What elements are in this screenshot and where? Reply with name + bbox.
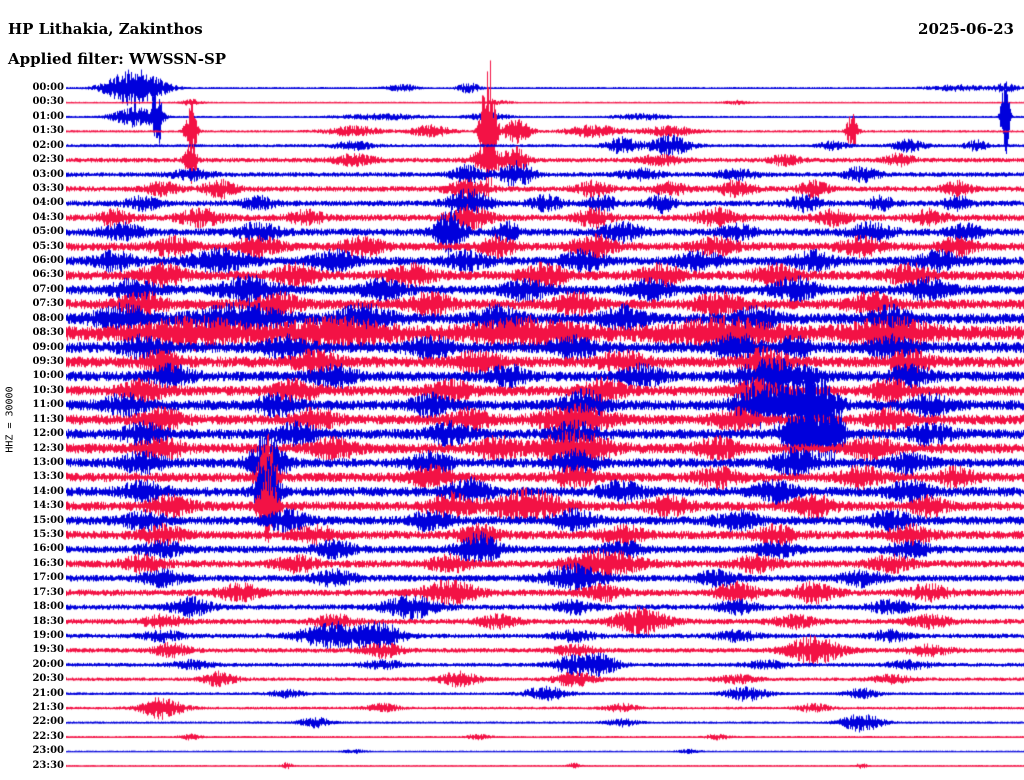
time-label: 06:30	[32, 269, 64, 281]
time-label: 18:00	[32, 601, 64, 613]
time-axis: 00:00 00:30 01:00 01:30 02:00 02:30 03:00 03:30…	[0, 0, 66, 780]
time-label: 12:00	[32, 428, 64, 440]
time-label: 23:30	[32, 759, 64, 771]
time-label: 03:30	[32, 182, 64, 194]
time-label: 14:00	[32, 485, 64, 497]
trace-canvas	[66, 0, 1024, 780]
time-label: 20:00	[32, 658, 64, 670]
time-label: 03:00	[32, 168, 64, 180]
time-label: 05:30	[32, 240, 64, 252]
time-label: 20:30	[32, 673, 64, 685]
time-label: 18:30	[32, 615, 64, 627]
time-label: 22:00	[32, 716, 64, 728]
time-label: 00:30	[32, 96, 64, 108]
time-label: 08:30	[32, 327, 64, 339]
time-label: 08:00	[32, 312, 64, 324]
time-label: 21:00	[32, 687, 64, 699]
time-label: 16:00	[32, 543, 64, 555]
time-label: 15:30	[32, 529, 64, 541]
time-label: 17:00	[32, 572, 64, 584]
time-label: 10:30	[32, 384, 64, 396]
time-label: 22:30	[32, 730, 64, 742]
time-label: 07:30	[32, 298, 64, 310]
time-label: 04:30	[32, 211, 64, 223]
time-label: 02:00	[32, 139, 64, 151]
time-label: 11:30	[32, 413, 64, 425]
time-label: 11:00	[32, 399, 64, 411]
time-label: 05:00	[32, 226, 64, 238]
time-label: 01:00	[32, 110, 64, 122]
time-label: 16:30	[32, 557, 64, 569]
time-label: 09:30	[32, 355, 64, 367]
time-label: 23:00	[32, 745, 64, 757]
time-label: 06:00	[32, 255, 64, 267]
time-label: 04:00	[32, 197, 64, 209]
time-label: 00:00	[32, 82, 64, 93]
time-label: 19:00	[32, 629, 64, 641]
time-label: 21:30	[32, 702, 64, 714]
time-label: 10:00	[32, 370, 64, 382]
time-label: 01:30	[32, 125, 64, 137]
time-label: 12:30	[32, 442, 64, 454]
time-label: 15:00	[32, 514, 64, 526]
time-label: 09:00	[32, 341, 64, 353]
time-label: 02:30	[32, 154, 64, 166]
time-label: 13:30	[32, 471, 64, 483]
time-label: 14:30	[32, 500, 64, 512]
time-label: 19:30	[32, 644, 64, 656]
time-label: 13:00	[32, 456, 64, 468]
time-label: 17:30	[32, 586, 64, 598]
time-label: 07:00	[32, 283, 64, 295]
